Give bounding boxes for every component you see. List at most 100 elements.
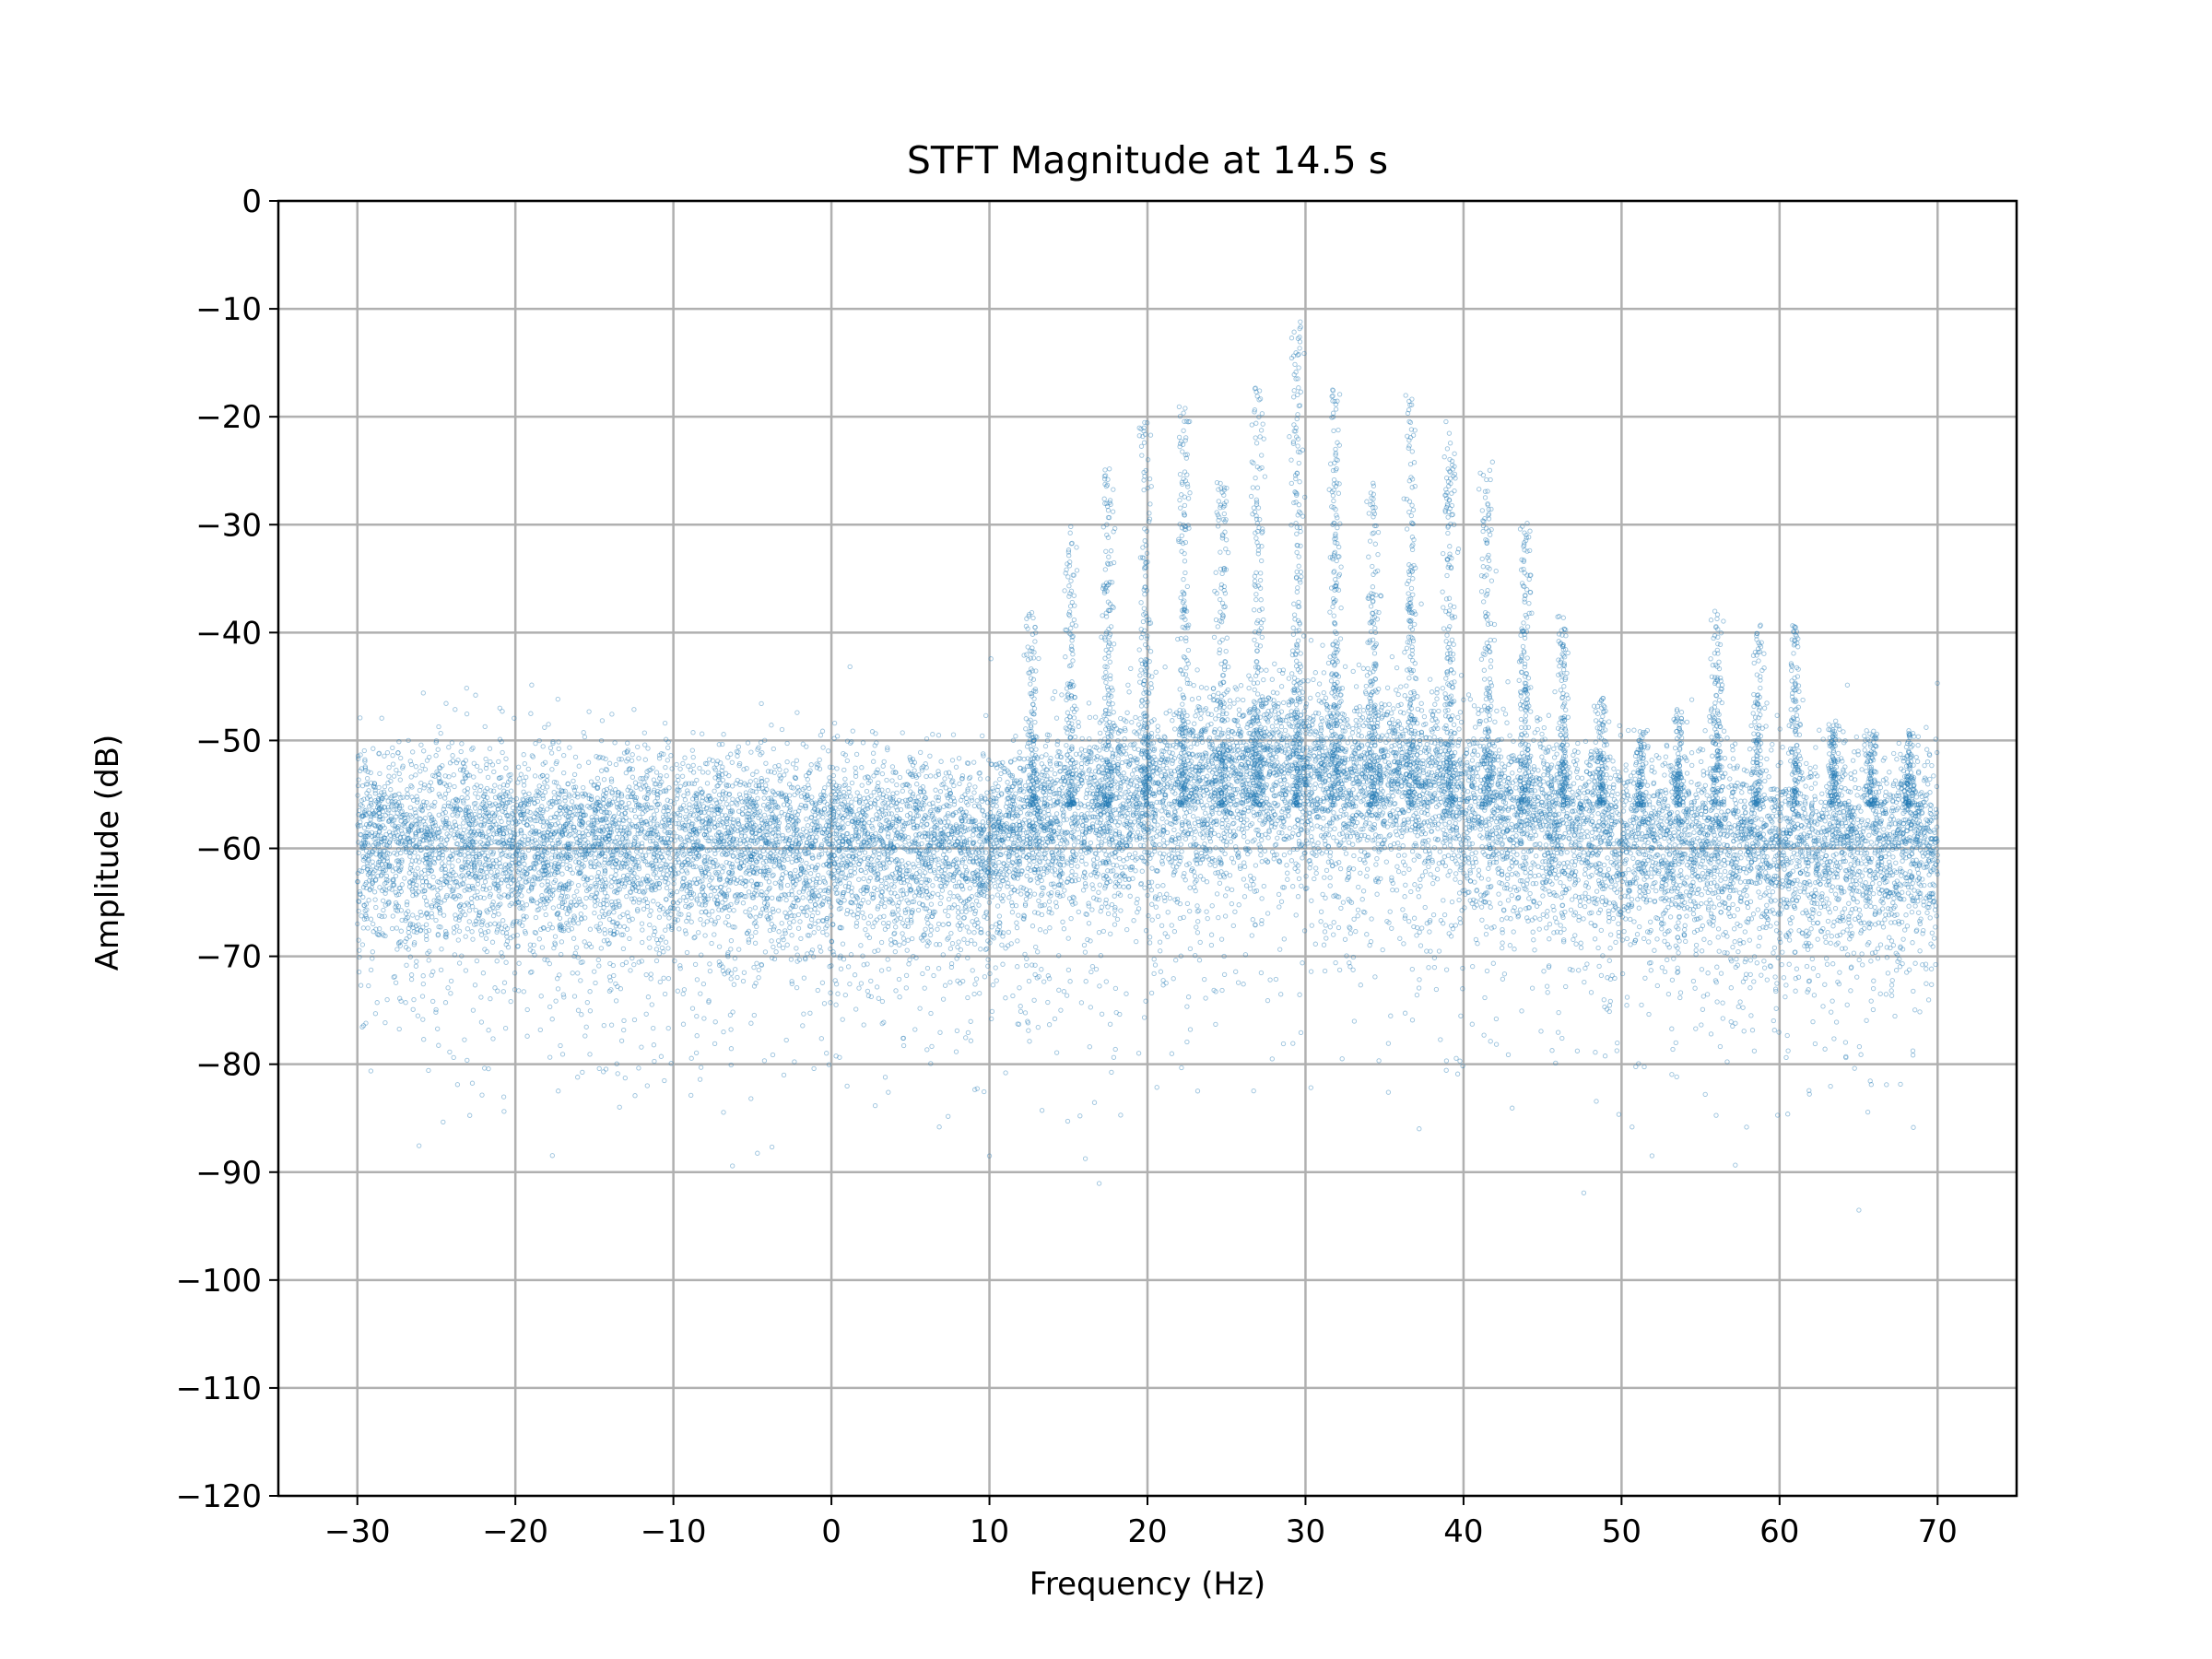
scatter-point bbox=[1604, 816, 1609, 821]
scatter-point bbox=[693, 791, 699, 796]
scatter-point bbox=[1302, 763, 1308, 769]
scatter-point bbox=[764, 896, 770, 902]
scatter-point bbox=[866, 819, 872, 826]
scatter-point bbox=[1067, 765, 1074, 771]
scatter-point bbox=[1877, 824, 1882, 830]
scatter-point bbox=[1097, 847, 1102, 853]
scatter-point bbox=[1079, 831, 1086, 837]
scatter-point bbox=[1372, 702, 1378, 708]
scatter-point bbox=[1926, 904, 1932, 911]
scatter-point bbox=[593, 847, 598, 853]
scatter-point bbox=[1783, 830, 1790, 836]
scatter-point bbox=[737, 838, 743, 843]
scatter-point bbox=[1669, 888, 1675, 894]
scatter-point bbox=[1641, 842, 1647, 849]
scatter-point bbox=[1098, 738, 1103, 744]
scatter-point bbox=[1030, 785, 1035, 791]
scatter-point bbox=[1618, 839, 1624, 844]
scatter-point bbox=[1742, 959, 1747, 965]
scatter-point bbox=[1025, 763, 1030, 770]
scatter-point bbox=[1641, 801, 1646, 806]
scatter-point bbox=[1139, 768, 1145, 773]
scatter-point bbox=[1908, 810, 1914, 816]
scatter-point bbox=[596, 928, 603, 934]
data-points-layer bbox=[355, 319, 1940, 1213]
scatter-point bbox=[1253, 760, 1258, 767]
scatter-point bbox=[1928, 818, 1935, 824]
scatter-point bbox=[588, 864, 594, 869]
scatter-point bbox=[1293, 861, 1299, 866]
scatter-point bbox=[769, 856, 774, 862]
scatter-point bbox=[515, 764, 522, 770]
scatter-point bbox=[1100, 809, 1106, 815]
scatter-point bbox=[761, 788, 767, 794]
scatter-point bbox=[368, 967, 374, 973]
scatter-point bbox=[1634, 876, 1640, 881]
scatter-point bbox=[727, 808, 734, 815]
scatter-point bbox=[1057, 761, 1064, 767]
scatter-point bbox=[1517, 878, 1524, 884]
scatter-point bbox=[1265, 859, 1270, 865]
scatter-point bbox=[755, 795, 760, 801]
scatter-point bbox=[1317, 731, 1324, 736]
scatter-point bbox=[1128, 782, 1134, 787]
scatter-point bbox=[398, 814, 404, 820]
scatter-point bbox=[1664, 877, 1669, 883]
scatter-point bbox=[1763, 860, 1770, 866]
scatter-point bbox=[1909, 876, 1915, 881]
scatter-point bbox=[359, 1024, 365, 1030]
scatter-point bbox=[358, 982, 364, 988]
scatter-point bbox=[1234, 752, 1240, 758]
scatter-point bbox=[1532, 788, 1538, 794]
scatter-point bbox=[1817, 816, 1822, 821]
scatter-point bbox=[717, 818, 723, 823]
scatter-point bbox=[1458, 865, 1464, 870]
scatter-point bbox=[1167, 780, 1172, 785]
scatter-point bbox=[686, 860, 691, 866]
scatter-point bbox=[718, 760, 724, 766]
scatter-point bbox=[1010, 806, 1017, 813]
scatter-point bbox=[798, 935, 804, 942]
scatter-point bbox=[464, 770, 470, 776]
scatter-point bbox=[1546, 964, 1552, 971]
scatter-point bbox=[1282, 814, 1288, 819]
scatter-point bbox=[729, 870, 735, 877]
scatter-point bbox=[1027, 857, 1032, 863]
scatter-point bbox=[1268, 745, 1274, 750]
scatter-point bbox=[1606, 1003, 1613, 1008]
scatter-point bbox=[1455, 714, 1461, 721]
scatter-point bbox=[1367, 733, 1372, 739]
scatter-point bbox=[1370, 782, 1375, 787]
scatter-point bbox=[1905, 890, 1912, 896]
scatter-point bbox=[771, 872, 776, 877]
scatter-point bbox=[658, 866, 665, 872]
scatter-point bbox=[1661, 876, 1666, 882]
scatter-point bbox=[1406, 866, 1412, 872]
scatter-point bbox=[831, 735, 837, 741]
scatter-point bbox=[777, 792, 783, 797]
scatter-point bbox=[1631, 820, 1637, 826]
scatter-point bbox=[1908, 826, 1913, 831]
scatter-point bbox=[1826, 900, 1831, 906]
scatter-point bbox=[453, 796, 459, 802]
scatter-point bbox=[1450, 812, 1455, 818]
scatter-point bbox=[1394, 821, 1399, 828]
scatter-point bbox=[699, 952, 704, 958]
scatter-point bbox=[1607, 828, 1614, 834]
scatter-point bbox=[602, 883, 608, 888]
scatter-point bbox=[1330, 817, 1336, 822]
scatter-point bbox=[912, 825, 917, 830]
scatter-point bbox=[1151, 747, 1157, 753]
scatter-point bbox=[1421, 860, 1428, 865]
scatter-point bbox=[1648, 848, 1653, 853]
scatter-point bbox=[862, 833, 867, 839]
scatter-point bbox=[1699, 841, 1704, 847]
scatter-point bbox=[446, 833, 452, 839]
scatter-point bbox=[1057, 867, 1064, 873]
scatter-point bbox=[748, 788, 754, 794]
scatter-point bbox=[1041, 789, 1046, 795]
scatter-point bbox=[461, 877, 467, 882]
scatter-point bbox=[1324, 702, 1329, 708]
scatter-point bbox=[1044, 732, 1051, 737]
scatter-point bbox=[1422, 858, 1429, 864]
